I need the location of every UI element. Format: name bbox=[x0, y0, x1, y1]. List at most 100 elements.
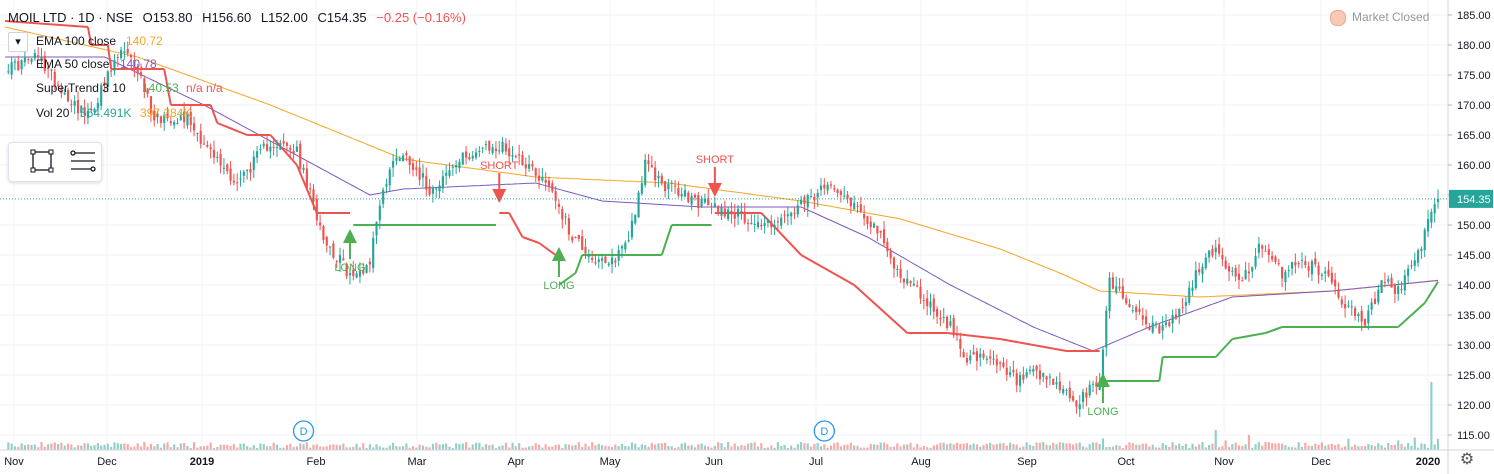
candle-body bbox=[149, 96, 153, 113]
candle-body bbox=[382, 189, 385, 204]
rectangle-icon[interactable] bbox=[30, 149, 54, 173]
volume-bar bbox=[471, 444, 474, 450]
candle-body bbox=[537, 175, 541, 181]
supertrend-segment bbox=[1158, 356, 1164, 382]
volume-bar bbox=[1363, 446, 1367, 450]
candle-body bbox=[528, 164, 531, 169]
candle-body bbox=[405, 152, 408, 156]
price-tick-label: 170.00 bbox=[1457, 100, 1491, 112]
volume-bar bbox=[23, 445, 26, 450]
lines-icon[interactable] bbox=[70, 150, 96, 172]
candle-body bbox=[1191, 287, 1194, 292]
market-status-icon bbox=[1330, 10, 1346, 26]
volume-bar bbox=[368, 444, 371, 450]
volume-bar bbox=[1413, 437, 1416, 450]
candle-body bbox=[1012, 369, 1015, 373]
candle-body bbox=[972, 352, 975, 355]
volume-bar bbox=[17, 446, 20, 450]
candle-body bbox=[647, 160, 650, 164]
volume-bar bbox=[591, 442, 594, 450]
volume-bar bbox=[1287, 446, 1290, 450]
volume-bar bbox=[1164, 445, 1168, 450]
volume-bar bbox=[1171, 442, 1174, 450]
candlesticks bbox=[7, 41, 1440, 417]
volume-bar bbox=[1108, 446, 1111, 450]
candle-body bbox=[1174, 314, 1178, 319]
volume-bar bbox=[129, 447, 133, 450]
candle-body bbox=[601, 258, 604, 261]
candle-body bbox=[670, 182, 673, 184]
market-status[interactable]: Market Closed bbox=[1330, 10, 1429, 26]
symbol-title[interactable]: MOIL LTD · 1D · NSE bbox=[8, 10, 133, 25]
volume-bar bbox=[312, 444, 315, 450]
volume-bar bbox=[564, 443, 567, 450]
candle-body bbox=[1178, 308, 1181, 317]
volume-bar bbox=[1115, 444, 1118, 450]
candle-body bbox=[906, 279, 909, 284]
volume-bar bbox=[1032, 445, 1035, 450]
volume-bar bbox=[445, 443, 448, 450]
volume-bar bbox=[1184, 443, 1187, 450]
volume-bar bbox=[514, 446, 517, 450]
candle-body bbox=[524, 164, 527, 169]
volume-bar bbox=[491, 444, 494, 450]
volume-bar bbox=[1091, 442, 1095, 450]
candle-body bbox=[554, 191, 557, 201]
volume-bar bbox=[1131, 443, 1134, 450]
volume-bar bbox=[1154, 447, 1158, 450]
volume-bar bbox=[498, 446, 501, 450]
candle-body bbox=[1164, 322, 1168, 325]
candle-body bbox=[756, 222, 760, 228]
candle-body bbox=[1108, 277, 1111, 311]
candle-body bbox=[919, 286, 922, 299]
volume-bar bbox=[116, 443, 119, 450]
price-tick-label: 145.00 bbox=[1457, 250, 1491, 262]
volume-bar bbox=[246, 446, 249, 450]
volume-bar bbox=[458, 443, 461, 450]
volume-bar bbox=[441, 444, 444, 450]
candle-body bbox=[591, 258, 594, 260]
candle-body bbox=[348, 273, 352, 276]
time-axis[interactable]: Nov Dec 2019 Feb Mar Apr May Jun Jul Aug Sep Oct Nov… bbox=[0, 449, 1494, 468]
volume-bar bbox=[90, 445, 93, 450]
candle-body bbox=[1400, 288, 1403, 290]
candle-body bbox=[644, 159, 647, 186]
candle-body bbox=[265, 144, 269, 151]
candle-body bbox=[1115, 286, 1118, 293]
volume-bar bbox=[249, 447, 252, 450]
price-axis[interactable]: 115.00 120.00 125.00 130.00 135.00 140.00 145.… bbox=[1447, 0, 1491, 474]
candle-body bbox=[242, 171, 245, 176]
volume-bar bbox=[544, 444, 547, 450]
volume-bar bbox=[700, 443, 703, 450]
volume-bar bbox=[992, 444, 995, 450]
volume-bar bbox=[33, 444, 36, 450]
candle-body bbox=[604, 256, 607, 264]
candle-body bbox=[521, 155, 524, 166]
candle-body bbox=[1410, 265, 1413, 267]
dividend-marker bbox=[292, 420, 315, 442]
gear-icon[interactable]: ⚙ bbox=[1459, 451, 1475, 468]
candle-body bbox=[1423, 229, 1426, 250]
candle-body bbox=[1002, 362, 1005, 367]
candle-body bbox=[819, 185, 823, 190]
volume-bar bbox=[806, 443, 809, 450]
volume-bar bbox=[879, 442, 882, 450]
volume-bar bbox=[703, 445, 706, 450]
volume-bar bbox=[1281, 443, 1284, 450]
volume-bar bbox=[945, 444, 949, 450]
candle-body bbox=[43, 55, 46, 71]
volume-bar bbox=[926, 447, 929, 450]
chevron-up-icon[interactable]: ▾ bbox=[8, 32, 28, 52]
volume-bar bbox=[647, 446, 650, 450]
candle-body bbox=[962, 352, 965, 358]
supertrend-segment bbox=[538, 242, 557, 256]
candle-body bbox=[116, 57, 119, 59]
volume-bar bbox=[183, 443, 186, 450]
volume-bar bbox=[1058, 442, 1061, 450]
candle-body bbox=[1184, 302, 1187, 306]
volume-bar bbox=[534, 443, 537, 450]
candle-body bbox=[995, 359, 998, 366]
volume-bar bbox=[1340, 447, 1343, 450]
candle-body bbox=[1380, 280, 1383, 293]
